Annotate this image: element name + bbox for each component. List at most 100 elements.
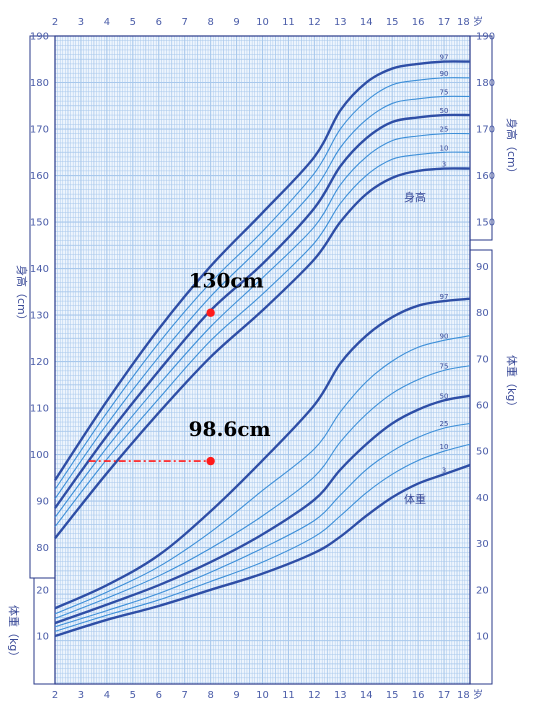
grid xyxy=(54,35,471,684)
x-tick-label: 10 xyxy=(256,17,269,28)
x-tick-label: 12 xyxy=(308,690,321,701)
x-tick-label: 4 xyxy=(104,17,110,28)
weight-p10-line xyxy=(54,443,471,632)
height-tick-right: 180 xyxy=(476,78,495,89)
weight-tick-left: 10 xyxy=(36,632,49,643)
weight-pct-label: 90 xyxy=(440,332,449,340)
weight-tick-right: 10 xyxy=(476,632,489,643)
height-tick-left: 180 xyxy=(30,78,49,89)
height-pct-label: 75 xyxy=(440,88,449,96)
x-tick-label: 16 xyxy=(412,690,425,701)
weight-p3-line xyxy=(54,463,471,638)
height-p50-line xyxy=(54,113,471,509)
x-tick-label: 15 xyxy=(386,690,399,701)
x-tick-label: 17 xyxy=(438,17,451,28)
weight-pct-label: 97 xyxy=(440,293,449,301)
x-tick-label: 13 xyxy=(334,690,347,701)
x-tick-label: 7 xyxy=(182,17,188,28)
x-tick-label: 18 岁 xyxy=(457,688,483,701)
height-tick-left: 140 xyxy=(30,264,49,275)
weight-p25-line xyxy=(54,422,471,628)
height-pct-label: 97 xyxy=(440,54,449,62)
weight-tick-right: 60 xyxy=(476,401,489,412)
x-tick-label: 2 xyxy=(52,690,58,701)
x-tick-label: 12 xyxy=(308,17,321,28)
weight-axis-right-title: 体重（kg） xyxy=(505,355,519,412)
x-tick-label: 14 xyxy=(360,17,373,28)
x-tick-label: 18 岁 xyxy=(457,15,483,28)
x-tick-label: 6 xyxy=(156,690,162,701)
weight-axis-right: 10 20 30 40 50 60 70 80 90 xyxy=(476,262,489,643)
right-weight-frame xyxy=(469,249,493,685)
weight-pct-label: 75 xyxy=(440,362,449,370)
height-axis-left-title: 身高（cm） xyxy=(15,265,29,326)
weight-tick-right: 20 xyxy=(476,585,489,596)
height-p97-line xyxy=(53,60,471,481)
x-tick-label: 13 xyxy=(334,17,347,28)
right-height-frame xyxy=(469,35,493,241)
annotation-label: 98.6cm xyxy=(189,417,271,441)
height-tick-left: 170 xyxy=(30,125,49,136)
weight-axis-left-title: 体重（kg） xyxy=(7,605,21,662)
x-tick-label: 11 xyxy=(282,17,295,28)
x-tick-label: 5 xyxy=(130,690,136,701)
height-tick-right: 160 xyxy=(476,171,495,182)
height-pct-label: 25 xyxy=(440,126,449,134)
x-axis-top: 2 3 4 5 6 7 8 9 10 11 12 13 14 15 16 17 18 岁 xyxy=(52,15,483,28)
height-tick-left: 90 xyxy=(36,497,49,508)
weight-curves xyxy=(54,297,471,638)
weight-p90-line xyxy=(54,335,471,615)
weight-p75-line xyxy=(54,365,471,619)
height-p25-line xyxy=(54,132,471,518)
x-axis-bottom: 2 3 4 5 6 7 8 9 10 11 12 13 14 15 16 17 18 岁 xyxy=(52,688,483,701)
height-pct-label: 10 xyxy=(440,144,449,152)
weight-pct-label: 10 xyxy=(440,443,449,451)
weight-pct-label: 25 xyxy=(440,420,449,428)
x-tick-label: 16 xyxy=(412,17,425,28)
weight-tick-right: 80 xyxy=(476,308,489,319)
chart-frames xyxy=(29,35,493,685)
height-axis-right: 150 160 170 180 190 xyxy=(476,32,495,229)
annotation-label: 130cm xyxy=(189,269,264,293)
height-tick-left: 100 xyxy=(30,450,49,461)
weight-tick-right: 50 xyxy=(476,447,489,458)
percentile-labels: 3 10 25 50 75 90 97 3 10 25 50 75 90 97 xyxy=(440,54,449,475)
height-axis-right-title: 身高（cm） xyxy=(505,118,519,179)
height-pct-label: 90 xyxy=(440,70,449,78)
height-p75-line xyxy=(54,95,471,500)
x-tick-label: 4 xyxy=(104,690,110,701)
annotations: 130cm 98.6cm xyxy=(88,269,271,466)
x-tick-label: 10 xyxy=(256,690,269,701)
height-pct-label: 50 xyxy=(440,107,449,115)
weight-axis-left: 10 20 xyxy=(36,585,49,642)
x-tick-label: 3 xyxy=(78,690,84,701)
x-tick-label: 9 xyxy=(233,690,239,701)
height-tick-right: 190 xyxy=(476,32,495,43)
x-tick-label: 3 xyxy=(78,17,84,28)
weight-tick-right: 90 xyxy=(476,262,489,273)
weight-tick-right: 30 xyxy=(476,539,489,550)
x-tick-label: 17 xyxy=(438,690,451,701)
weight-tick-right: 70 xyxy=(476,354,489,365)
x-tick-label: 9 xyxy=(233,17,239,28)
x-tick-label: 6 xyxy=(156,17,162,28)
weight-pct-label: 3 xyxy=(442,466,446,474)
weight-tick-left: 20 xyxy=(36,585,49,596)
weight-tick-right: 40 xyxy=(476,493,489,504)
height-tick-left: 150 xyxy=(30,218,49,229)
x-tick-label: 5 xyxy=(130,17,136,28)
height-series-label: 身高 xyxy=(404,190,426,204)
x-tick-label: 15 xyxy=(386,17,399,28)
x-tick-label: 8 xyxy=(207,690,213,701)
height-tick-left: 120 xyxy=(30,357,49,368)
annotation-marker xyxy=(206,456,215,466)
x-tick-label: 8 xyxy=(207,17,213,28)
height-axis-left: 80 90 100 110 120 130 140 150 160 170 180 190 xyxy=(30,32,49,555)
height-tick-right: 150 xyxy=(476,218,495,229)
weight-p97-line xyxy=(54,297,471,610)
height-tick-right: 170 xyxy=(476,125,495,136)
height-p10-line xyxy=(54,151,471,528)
annotation-marker xyxy=(206,308,215,317)
height-tick-left: 110 xyxy=(30,404,49,415)
